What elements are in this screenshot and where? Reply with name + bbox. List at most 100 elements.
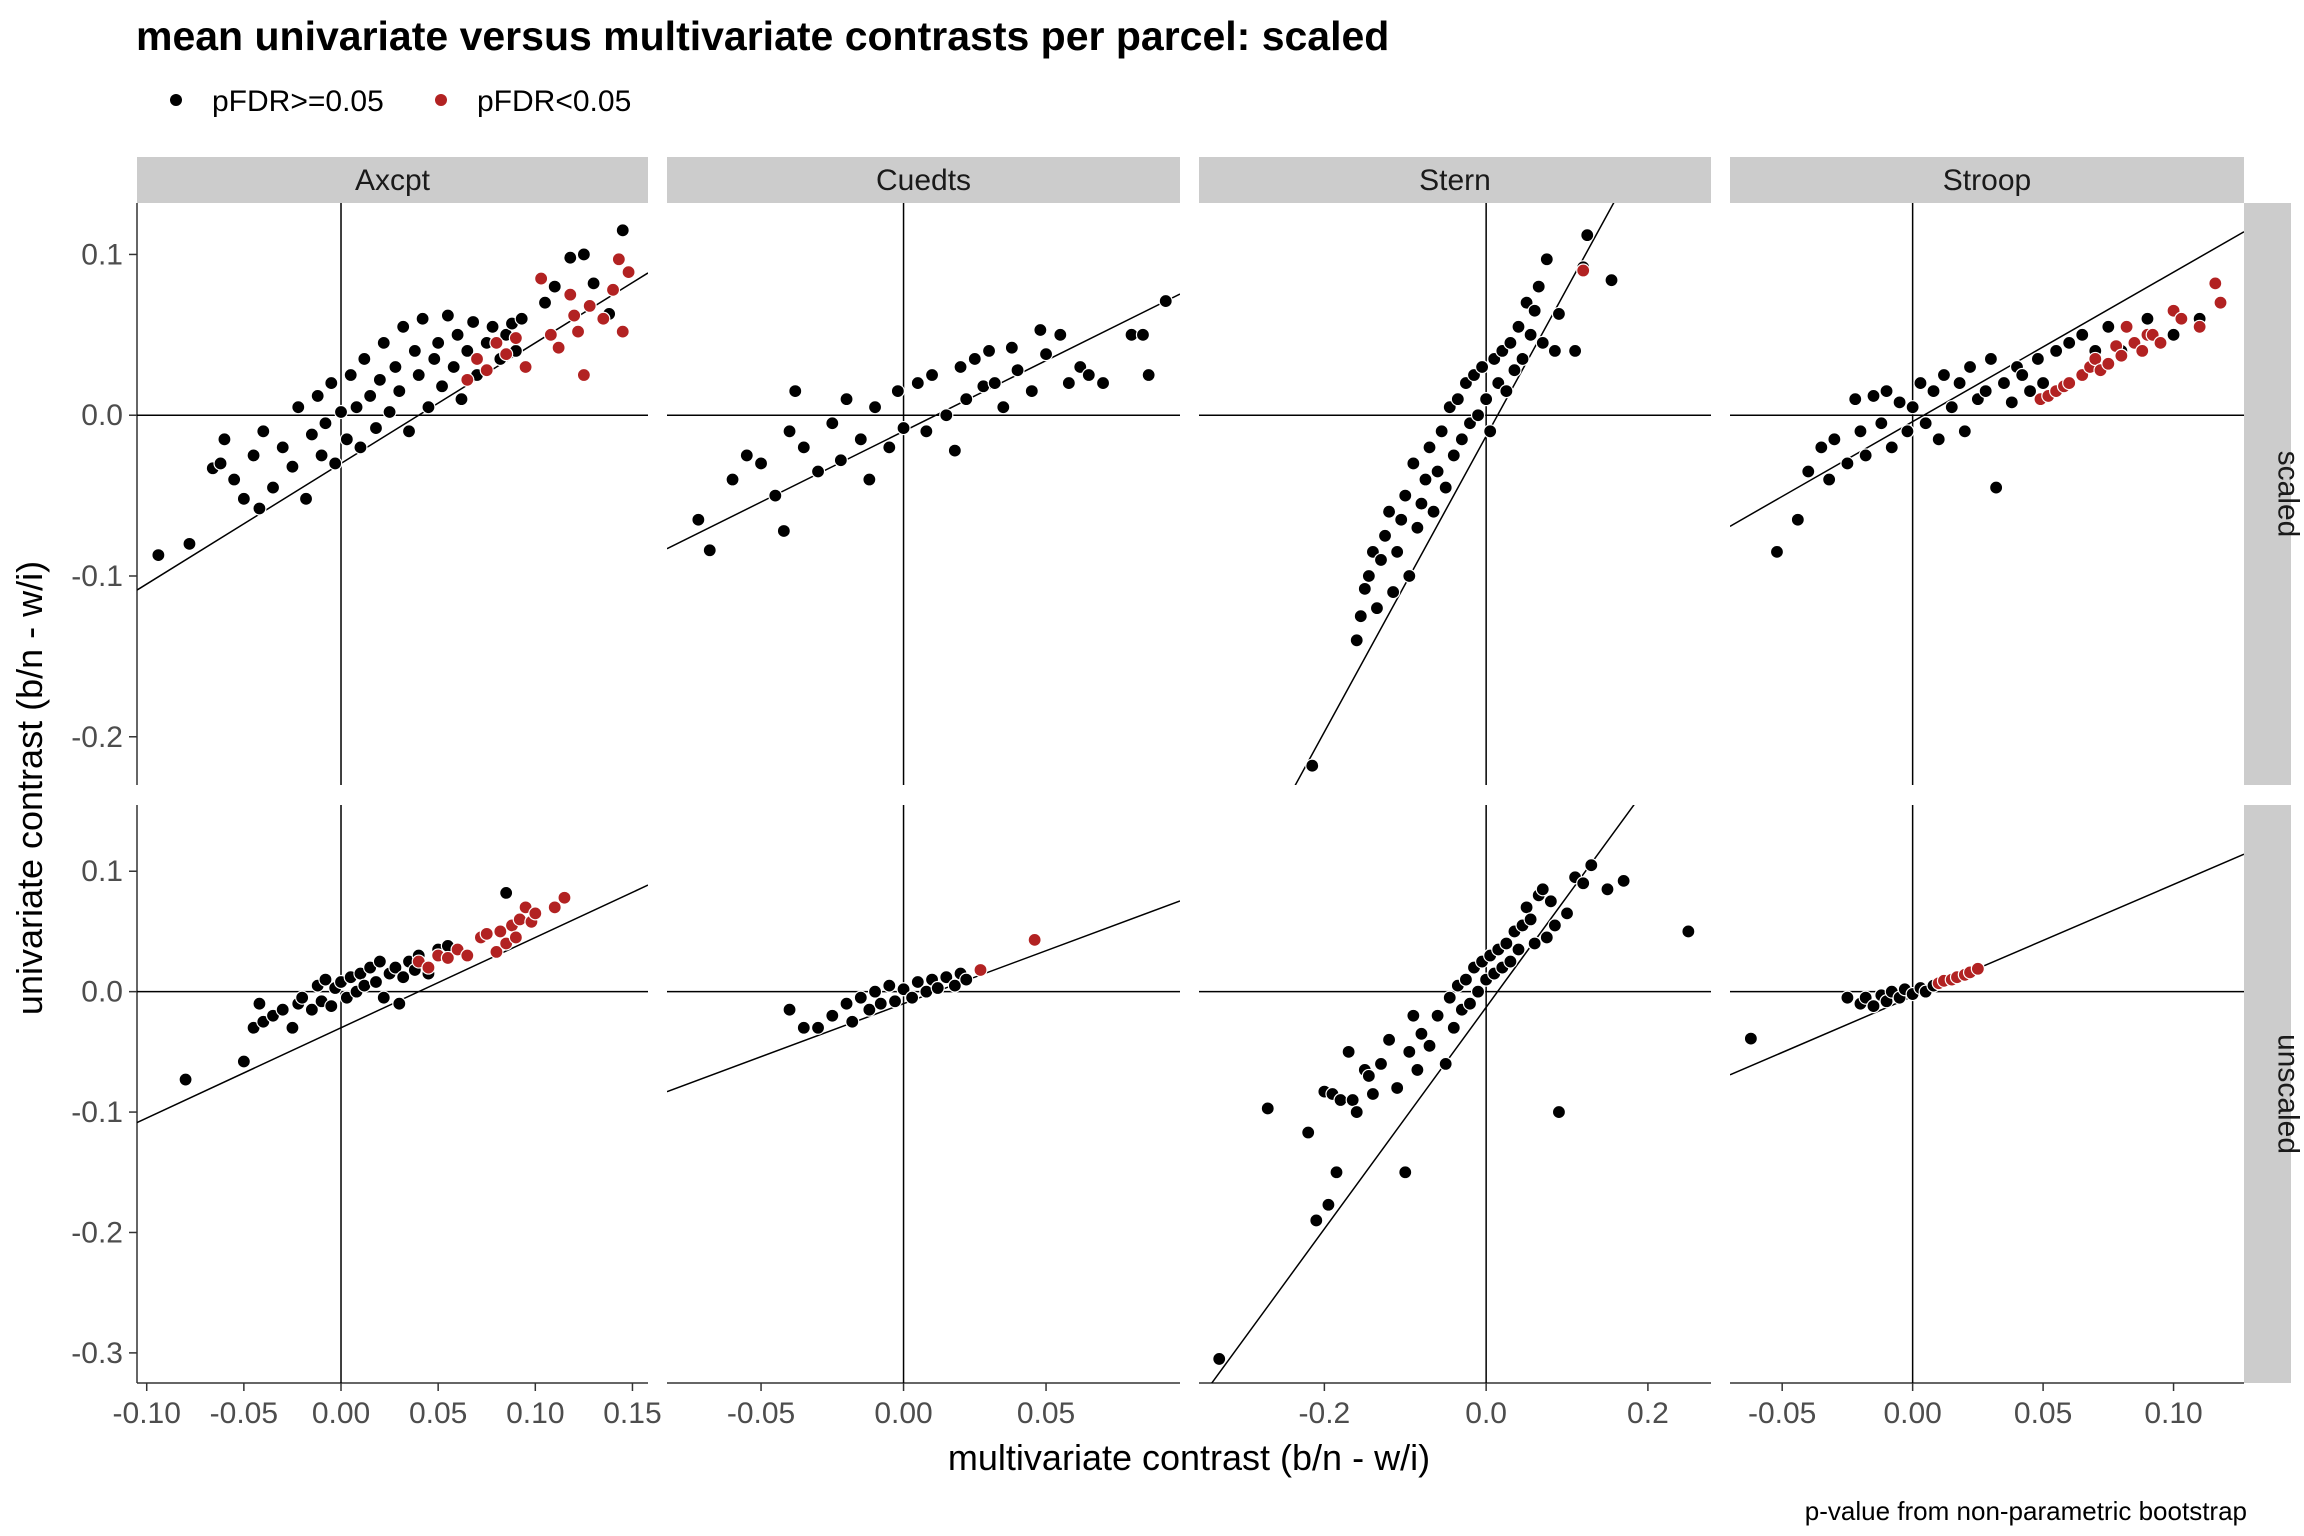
point-nonsig bbox=[1038, 347, 1054, 362]
legend-sig-key bbox=[435, 94, 447, 106]
y-tick-label: 0.0 bbox=[81, 399, 123, 432]
point-nonsig bbox=[1260, 1101, 1275, 1116]
point-nonsig bbox=[896, 420, 911, 436]
point-nonsig bbox=[896, 982, 911, 997]
point-sig bbox=[543, 327, 558, 342]
point-sig bbox=[576, 367, 591, 383]
point-nonsig bbox=[1840, 456, 1855, 471]
point-nonsig bbox=[833, 453, 848, 468]
point-sig bbox=[534, 271, 549, 286]
point-nonsig bbox=[339, 432, 354, 447]
point-nonsig bbox=[576, 247, 591, 262]
point-nonsig bbox=[1790, 512, 1805, 527]
x-tick-label: -0.05 bbox=[1748, 1397, 1816, 1430]
point-nonsig bbox=[388, 359, 403, 375]
point-nonsig bbox=[1301, 1125, 1316, 1140]
point-nonsig bbox=[882, 978, 897, 993]
point-nonsig bbox=[867, 400, 883, 415]
point-nonsig bbox=[1073, 359, 1088, 375]
point-nonsig bbox=[1353, 609, 1368, 624]
point-nonsig bbox=[1905, 400, 1920, 415]
fit-line bbox=[137, 272, 648, 591]
x-tick-label: 0.05 bbox=[1017, 1397, 1075, 1430]
point-nonsig bbox=[959, 972, 974, 987]
point-nonsig bbox=[1434, 424, 1449, 439]
point-nonsig bbox=[382, 404, 397, 420]
point-nonsig bbox=[563, 250, 578, 265]
point-nonsig bbox=[1931, 432, 1946, 447]
x-tick-label: 0.00 bbox=[1883, 1397, 1941, 1430]
point-nonsig bbox=[1422, 1038, 1437, 1053]
strip-label-unscaled: unscaled bbox=[2272, 1034, 2304, 1154]
point-nonsig bbox=[1024, 384, 1039, 399]
y-tick-label: 0.0 bbox=[81, 976, 123, 1009]
point-nonsig bbox=[304, 1002, 319, 1017]
point-nonsig bbox=[1010, 363, 1025, 378]
point-sig bbox=[605, 282, 621, 297]
point-nonsig bbox=[1454, 432, 1469, 447]
point-sig bbox=[2174, 311, 2189, 326]
point-nonsig bbox=[1361, 568, 1376, 584]
point-nonsig bbox=[1884, 440, 1899, 455]
y-tick-label: -0.2 bbox=[71, 1216, 123, 1249]
point-nonsig bbox=[1381, 1032, 1397, 1047]
point-nonsig bbox=[776, 523, 791, 539]
point-nonsig bbox=[368, 420, 384, 436]
point-sig bbox=[2062, 375, 2077, 391]
point-nonsig bbox=[1349, 633, 1364, 648]
point-sig bbox=[518, 359, 533, 375]
y-tick-label: 0.1 bbox=[81, 238, 123, 271]
point-nonsig bbox=[1438, 480, 1453, 495]
point-nonsig bbox=[1357, 581, 1372, 596]
point-sig bbox=[508, 930, 523, 945]
point-nonsig bbox=[372, 372, 387, 387]
point-nonsig bbox=[1053, 327, 1068, 342]
point-nonsig bbox=[182, 536, 197, 551]
point-nonsig bbox=[1402, 568, 1417, 584]
point-nonsig bbox=[1983, 351, 1999, 367]
point-nonsig bbox=[1978, 384, 1993, 399]
point-nonsig bbox=[314, 448, 329, 463]
point-nonsig bbox=[782, 1002, 797, 1017]
fit-line bbox=[1730, 231, 2244, 527]
point-nonsig bbox=[1822, 472, 1837, 487]
point-nonsig bbox=[796, 1020, 811, 1035]
point-nonsig bbox=[1406, 1008, 1421, 1023]
point-nonsig bbox=[2022, 384, 2038, 399]
point-nonsig bbox=[1398, 488, 1413, 503]
point-nonsig bbox=[291, 400, 306, 415]
point-nonsig bbox=[1349, 1104, 1364, 1120]
point-nonsig bbox=[1422, 440, 1437, 455]
point-sig bbox=[611, 252, 626, 267]
point-nonsig bbox=[1033, 322, 1048, 338]
point-nonsig bbox=[1333, 1092, 1348, 1108]
point-nonsig bbox=[349, 400, 364, 415]
point-nonsig bbox=[996, 400, 1011, 415]
point-nonsig bbox=[450, 327, 465, 342]
point-nonsig bbox=[1962, 359, 1978, 375]
point-nonsig bbox=[1369, 601, 1385, 616]
point-nonsig bbox=[1081, 367, 1096, 383]
point-nonsig bbox=[1616, 873, 1631, 888]
point-nonsig bbox=[1547, 918, 1562, 933]
x-tick-label: -0.2 bbox=[1299, 1397, 1351, 1430]
point-sig bbox=[460, 948, 475, 963]
legend: pFDR>=0.05 pFDR<0.05 bbox=[170, 85, 631, 118]
point-nonsig bbox=[1858, 448, 1873, 463]
point-nonsig bbox=[2030, 351, 2045, 367]
point-sig bbox=[1970, 961, 1985, 976]
point-nonsig bbox=[1373, 552, 1389, 568]
point-nonsig bbox=[867, 984, 883, 999]
point-nonsig bbox=[1462, 996, 1478, 1011]
point-nonsig bbox=[1426, 504, 1441, 519]
point-sig bbox=[567, 308, 582, 323]
x-tick-label: -0.10 bbox=[113, 1397, 181, 1430]
y-tick-label: 0.1 bbox=[81, 855, 123, 888]
point-nonsig bbox=[1957, 424, 1972, 439]
point-nonsig bbox=[1499, 384, 1514, 399]
point-nonsig bbox=[1390, 544, 1405, 559]
point-nonsig bbox=[1580, 228, 1595, 243]
point-nonsig bbox=[265, 480, 281, 495]
point-nonsig bbox=[953, 359, 968, 375]
point-nonsig bbox=[1414, 1026, 1429, 1041]
